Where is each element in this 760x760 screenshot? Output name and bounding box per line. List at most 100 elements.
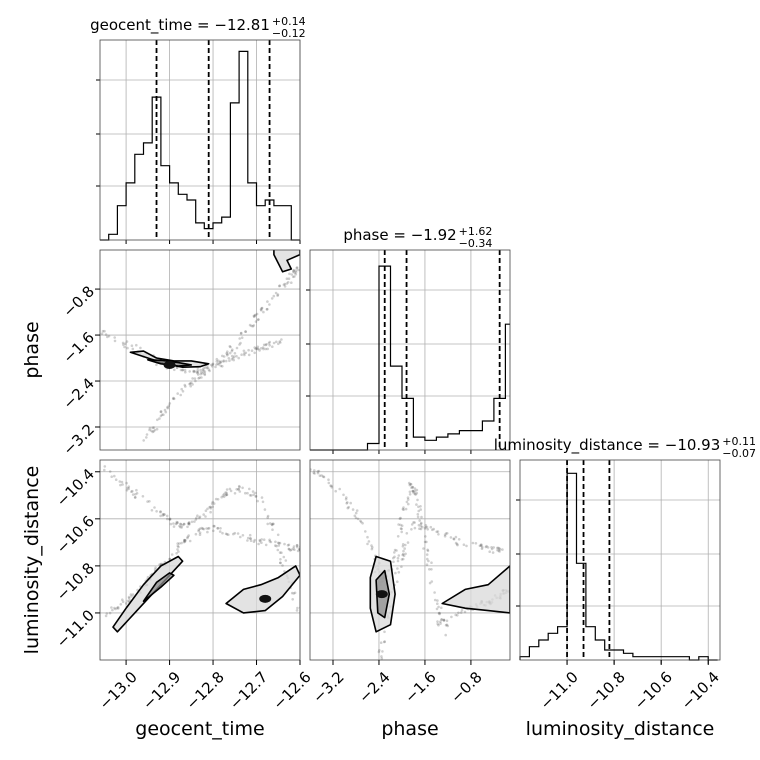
sample-point xyxy=(168,518,172,521)
sample-point xyxy=(239,332,243,335)
sample-point xyxy=(153,506,156,509)
sample-point xyxy=(279,341,282,344)
sample-point xyxy=(191,383,194,386)
sample-point xyxy=(288,272,291,276)
sample-point xyxy=(209,510,212,514)
sample-point xyxy=(182,522,186,526)
sample-point xyxy=(413,489,417,493)
sample-point xyxy=(413,487,417,490)
sample-point xyxy=(130,595,133,598)
sample-point xyxy=(240,336,244,340)
sample-point xyxy=(198,376,201,380)
sample-point xyxy=(492,546,496,549)
sample-point xyxy=(103,468,106,472)
sample-point xyxy=(353,514,357,518)
sample-point xyxy=(240,353,243,357)
sample-point xyxy=(412,491,416,495)
grid-layer xyxy=(100,40,720,660)
sample-point xyxy=(263,508,267,511)
sample-point xyxy=(450,615,453,619)
sample-point xyxy=(179,522,183,526)
sample-point xyxy=(232,355,236,358)
sample-point xyxy=(162,413,165,417)
sample-point xyxy=(417,509,421,513)
sample-point xyxy=(442,619,446,622)
y-tick-label: −10.6 xyxy=(53,512,98,557)
sample-point xyxy=(211,500,215,504)
title-minus: −0.34 xyxy=(459,237,493,250)
sample-point xyxy=(214,365,217,369)
sample-point xyxy=(206,366,210,370)
sample-point xyxy=(426,528,430,531)
sample-point xyxy=(396,580,399,583)
sample-point xyxy=(254,320,258,323)
sample-point xyxy=(175,520,179,524)
sample-point xyxy=(406,541,410,544)
sample-point xyxy=(416,498,419,502)
sample-point xyxy=(113,606,116,610)
sample-point xyxy=(407,502,410,506)
sample-point xyxy=(211,365,214,368)
panel-title: geocent_time = −12.81 xyxy=(90,16,270,35)
sample-point xyxy=(204,515,207,518)
x-tick-label: −12.7 xyxy=(226,668,271,713)
sample-point xyxy=(248,323,252,327)
sample-point xyxy=(440,618,443,621)
sample-point xyxy=(250,349,254,353)
sample-point xyxy=(262,343,266,347)
sample-point xyxy=(237,488,240,491)
sample-point xyxy=(153,568,157,571)
sample-point xyxy=(198,516,201,520)
sample-point xyxy=(327,481,331,485)
sample-point xyxy=(347,505,351,509)
sample-point xyxy=(197,377,200,380)
sample-point xyxy=(402,508,405,512)
sample-point xyxy=(179,368,183,372)
sample-point xyxy=(426,557,429,561)
sample-point xyxy=(327,478,330,482)
sample-point xyxy=(286,281,290,284)
sample-point xyxy=(418,527,421,530)
sample-point xyxy=(280,338,283,341)
sample-point xyxy=(426,548,429,552)
sample-point xyxy=(444,623,448,627)
sample-point xyxy=(396,556,400,560)
sample-point xyxy=(266,522,270,526)
sample-point xyxy=(187,521,191,524)
sample-point xyxy=(436,602,439,605)
sample-point xyxy=(206,530,209,534)
sample-point xyxy=(175,552,178,555)
sample-point xyxy=(428,581,432,585)
sample-point xyxy=(398,517,402,520)
x-tick-label: −10.6 xyxy=(631,668,676,713)
sample-point xyxy=(400,524,404,527)
sample-point xyxy=(417,523,421,527)
sample-point xyxy=(188,382,191,386)
sample-point xyxy=(414,493,417,496)
sample-point xyxy=(313,472,316,475)
sample-point xyxy=(410,528,413,531)
sample-point xyxy=(260,538,264,541)
sample-point xyxy=(193,369,196,373)
sample-point xyxy=(296,549,300,553)
sample-point xyxy=(254,495,258,498)
sample-point xyxy=(228,345,232,348)
sample-point xyxy=(186,525,189,529)
sample-point xyxy=(344,498,348,501)
sample-point xyxy=(267,342,271,345)
sample-point xyxy=(296,606,299,610)
sample-point xyxy=(106,335,109,339)
sample-point xyxy=(188,370,191,373)
sample-point xyxy=(159,510,162,514)
sample-point xyxy=(295,266,299,269)
sample-point xyxy=(221,494,225,497)
sample-point xyxy=(436,622,440,626)
sample-point xyxy=(233,492,237,495)
panel-title: phase = −1.92 xyxy=(343,226,456,244)
sample-point xyxy=(401,552,405,556)
sample-point xyxy=(424,524,428,527)
sample-point xyxy=(217,363,221,366)
sample-point xyxy=(276,293,280,296)
sample-point xyxy=(212,524,215,528)
sample-point xyxy=(264,543,268,547)
